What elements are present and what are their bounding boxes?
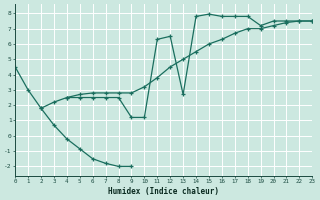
X-axis label: Humidex (Indice chaleur): Humidex (Indice chaleur) bbox=[108, 187, 219, 196]
